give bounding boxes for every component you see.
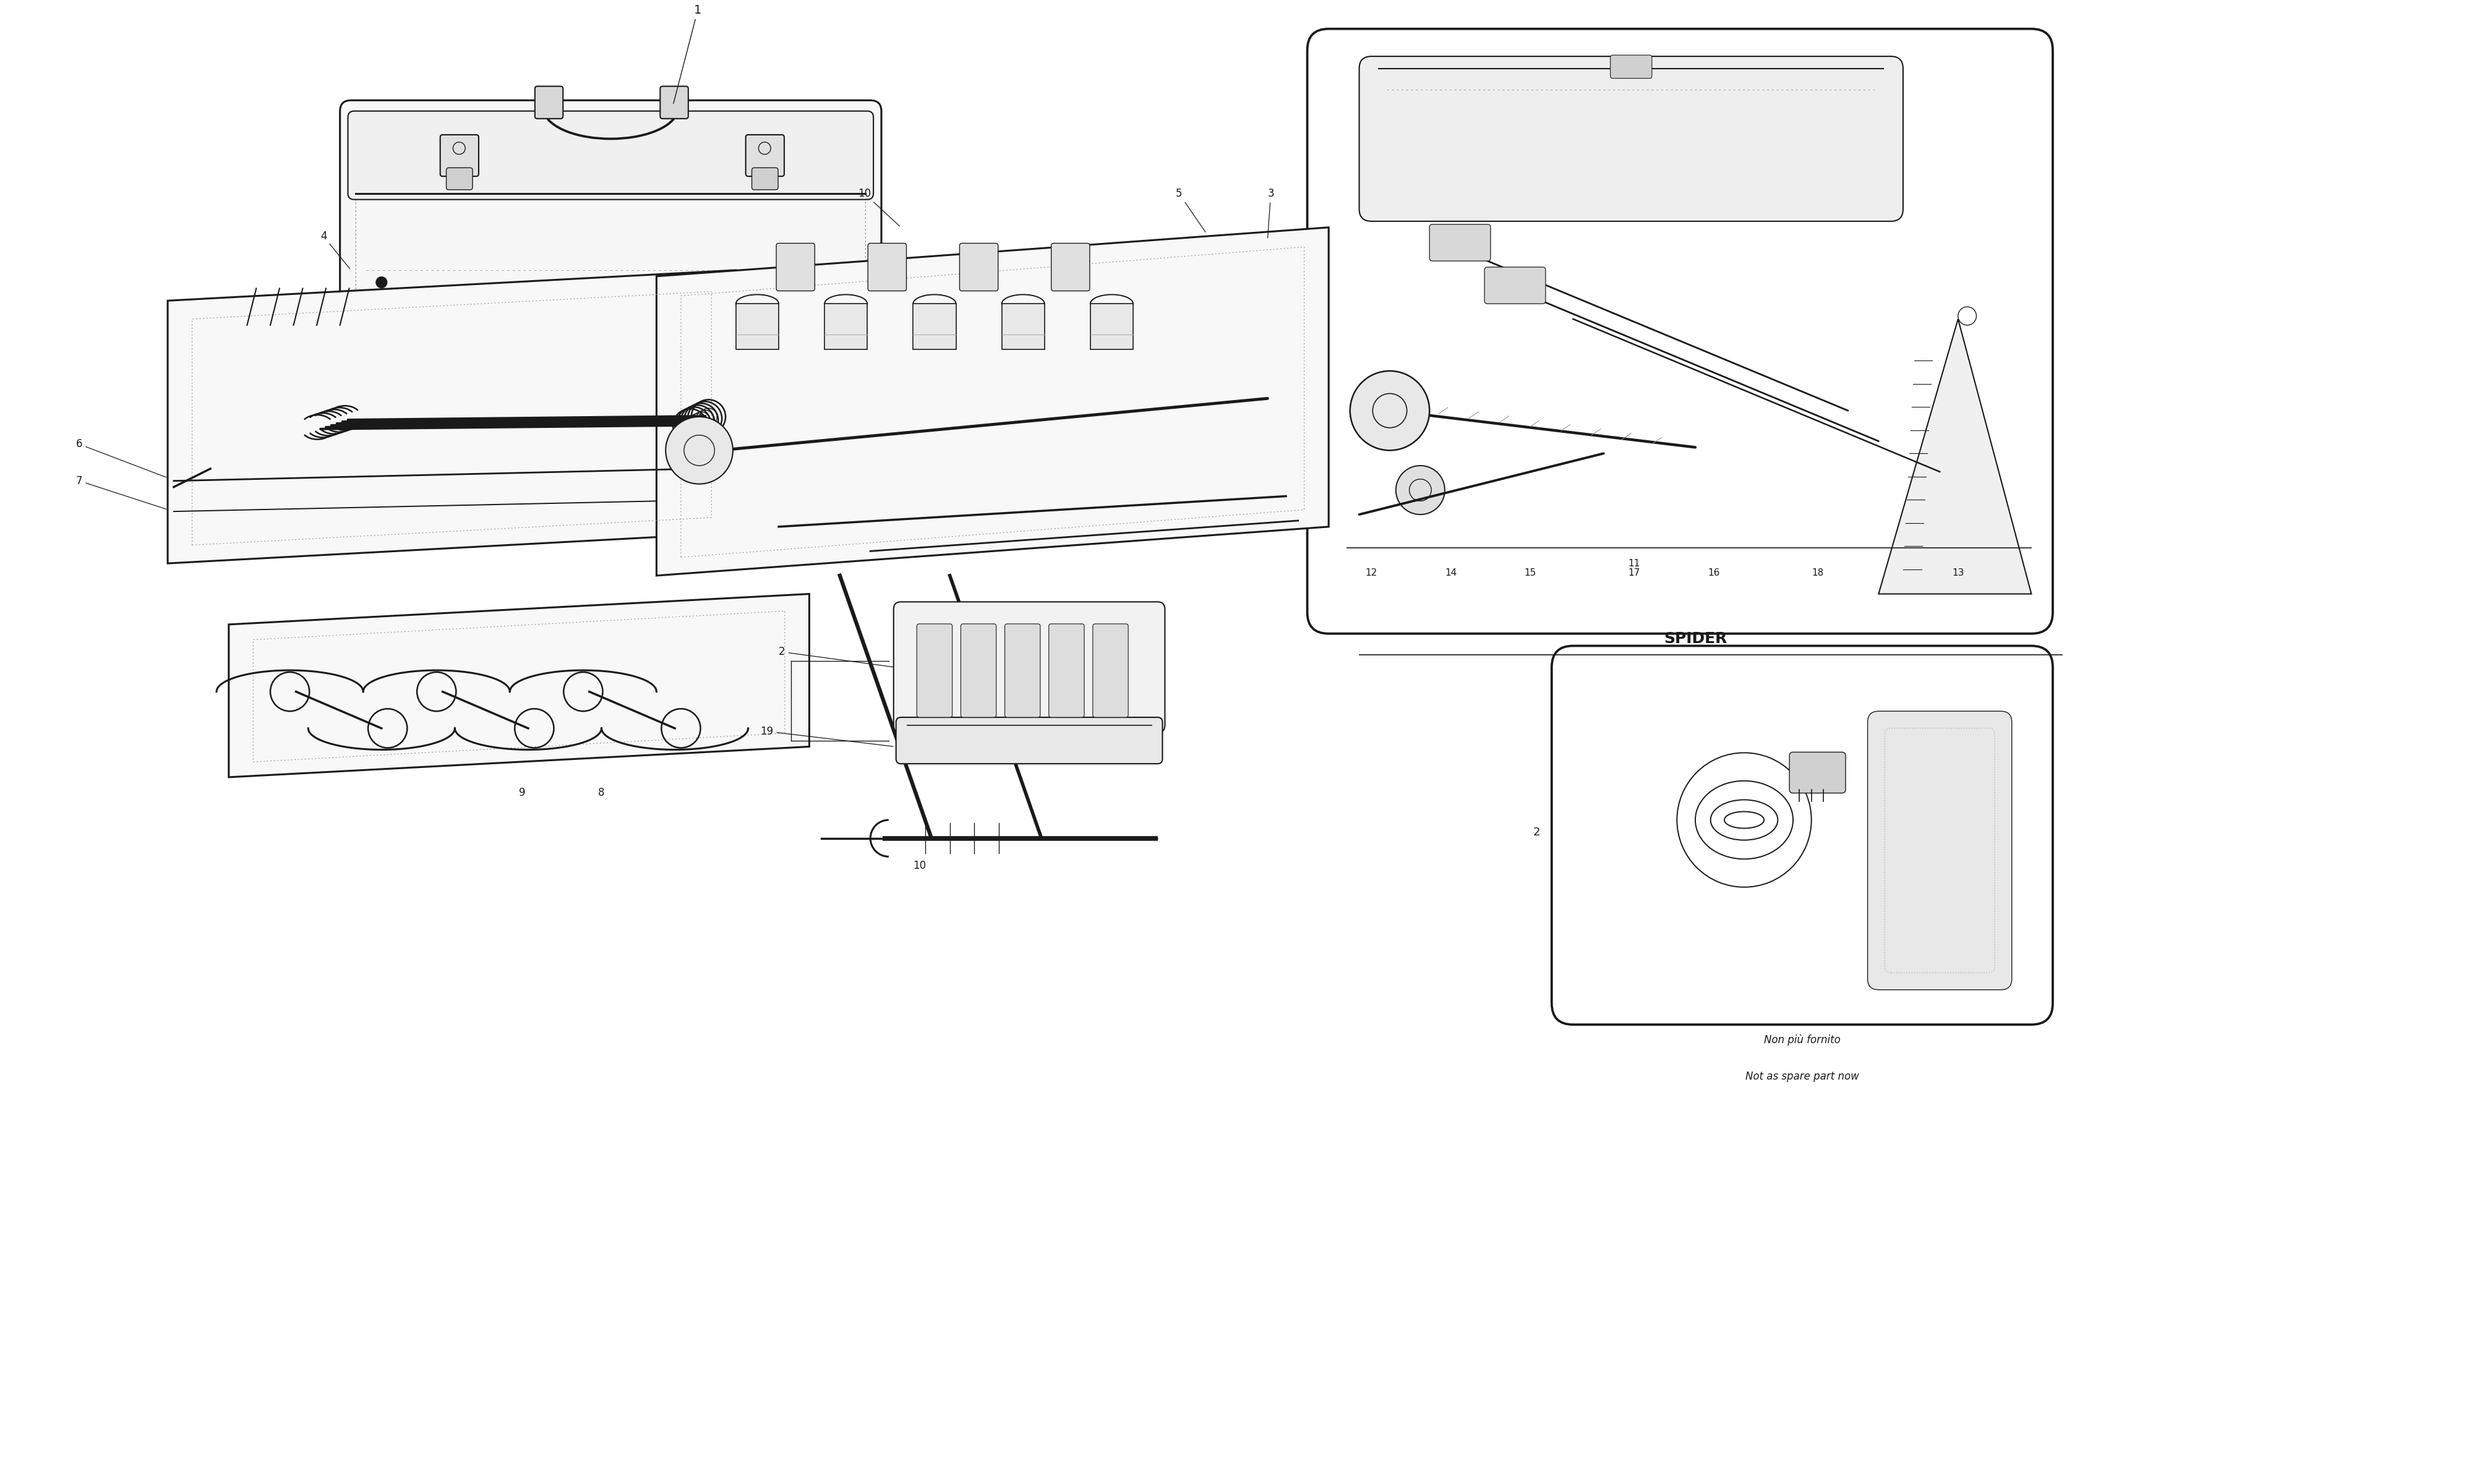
FancyBboxPatch shape <box>745 135 784 177</box>
FancyBboxPatch shape <box>893 603 1165 733</box>
Text: 3: 3 <box>1267 188 1274 237</box>
FancyBboxPatch shape <box>960 243 997 291</box>
FancyBboxPatch shape <box>1358 56 1903 221</box>
Circle shape <box>1351 371 1430 450</box>
Text: 15: 15 <box>1524 568 1536 577</box>
FancyBboxPatch shape <box>440 135 477 177</box>
Bar <box>824 304 868 350</box>
Text: 12: 12 <box>1366 568 1378 577</box>
FancyBboxPatch shape <box>960 623 997 717</box>
Text: 8: 8 <box>599 787 604 798</box>
Text: 10: 10 <box>858 188 901 226</box>
Text: 2: 2 <box>1534 827 1539 837</box>
FancyBboxPatch shape <box>1611 55 1653 79</box>
FancyBboxPatch shape <box>1789 752 1846 792</box>
FancyBboxPatch shape <box>1484 267 1546 304</box>
Text: Not as spare part now: Not as spare part now <box>1744 1071 1858 1082</box>
FancyBboxPatch shape <box>1868 711 2011 990</box>
Circle shape <box>1395 466 1445 515</box>
Text: 13: 13 <box>1952 568 1964 577</box>
Bar <box>735 304 779 350</box>
Circle shape <box>376 278 386 288</box>
Polygon shape <box>228 594 809 778</box>
FancyBboxPatch shape <box>1551 646 2053 1024</box>
Bar <box>1091 304 1133 350</box>
Bar <box>1002 304 1044 350</box>
Text: 18: 18 <box>1811 568 1823 577</box>
FancyBboxPatch shape <box>918 623 952 717</box>
FancyBboxPatch shape <box>339 101 881 318</box>
FancyBboxPatch shape <box>445 168 473 190</box>
Text: 17: 17 <box>1628 568 1640 577</box>
FancyBboxPatch shape <box>1430 224 1492 261</box>
Text: 1: 1 <box>673 4 703 104</box>
FancyBboxPatch shape <box>1051 243 1089 291</box>
FancyBboxPatch shape <box>896 717 1163 764</box>
FancyBboxPatch shape <box>1306 28 2053 634</box>
FancyBboxPatch shape <box>1049 623 1084 717</box>
FancyBboxPatch shape <box>777 243 814 291</box>
Bar <box>913 304 955 350</box>
FancyBboxPatch shape <box>661 86 688 119</box>
Text: 9: 9 <box>520 787 524 798</box>
FancyBboxPatch shape <box>752 168 779 190</box>
Text: 5: 5 <box>1175 188 1205 232</box>
Text: Non più fornito: Non più fornito <box>1764 1034 1841 1045</box>
Polygon shape <box>656 227 1329 576</box>
Text: 7: 7 <box>77 475 166 509</box>
Polygon shape <box>1878 319 2031 594</box>
Polygon shape <box>168 270 735 564</box>
Text: 4: 4 <box>322 232 349 269</box>
FancyBboxPatch shape <box>1004 623 1039 717</box>
Circle shape <box>666 417 732 484</box>
Text: 14: 14 <box>1445 568 1457 577</box>
Text: 16: 16 <box>1707 568 1719 577</box>
FancyBboxPatch shape <box>868 243 905 291</box>
FancyBboxPatch shape <box>534 86 564 119</box>
Text: 6: 6 <box>77 439 166 478</box>
FancyBboxPatch shape <box>1094 623 1128 717</box>
Text: SPIDER: SPIDER <box>1663 631 1727 646</box>
Text: 2: 2 <box>779 647 893 666</box>
Text: 19: 19 <box>760 726 893 746</box>
FancyBboxPatch shape <box>349 111 873 199</box>
Text: 11: 11 <box>1628 559 1640 568</box>
Text: 10: 10 <box>913 861 925 871</box>
